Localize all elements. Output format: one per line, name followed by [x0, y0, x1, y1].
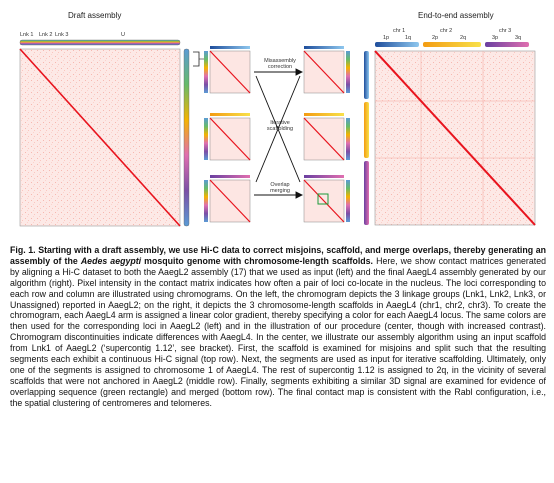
supercontig-bracket — [193, 51, 200, 67]
figure-graphics — [19, 39, 536, 227]
chr-label-1: chr 1 — [393, 28, 406, 34]
right-chromogram-top — [375, 42, 529, 47]
caption-lead-2: mosquito genome with chromosome-length s… — [141, 255, 374, 266]
chr-label-3: chr 3 — [499, 28, 512, 34]
arm-label-2p: 2p — [432, 35, 439, 41]
center-matrices-col1 — [204, 46, 251, 223]
figure-label: Fig. 1. — [10, 245, 36, 255]
left-title: Draft assembly — [68, 11, 122, 20]
figure-caption: Fig. 1. Starting with a draft assembly, … — [10, 245, 546, 409]
right-chromogram-side — [364, 51, 369, 225]
chromogram-label-lnk3: Lnk 3 — [55, 32, 69, 38]
arm-label-1q: 1q — [405, 35, 412, 41]
right-heatmap-diagonal — [374, 50, 536, 226]
step-label-scaffolding: Iterative scaffolding — [266, 120, 294, 132]
caption-body: Here, we show contact matrices generated… — [10, 255, 546, 408]
left-heatmap-diagonal — [19, 48, 181, 227]
caption-lead-1: Starting with a draft assembly, we use H… — [10, 245, 546, 266]
arm-label-1p: 1p — [383, 35, 390, 41]
chromogram-label-lnk2: Lnk 2 — [39, 32, 53, 38]
arm-label-2q: 2q — [460, 35, 467, 41]
center-matrices-col2 — [303, 46, 350, 223]
arm-label-3p: 3p — [492, 35, 499, 41]
species-name: Aedes aegypti — [80, 255, 142, 266]
left-chromogram-side — [183, 48, 190, 227]
right-heatmap-grid — [375, 51, 535, 225]
step-label-merging: Overlap merging — [270, 182, 290, 194]
left-chromogram-top — [19, 39, 181, 46]
arm-label-3q: 3q — [515, 35, 522, 41]
right-title: End-to-end assembly — [418, 11, 494, 20]
figure-panel: Draft assembly End-to-end assembly Lnk 1… — [0, 0, 554, 236]
chr-label-2: chr 2 — [440, 28, 453, 34]
step-label-misassembly: Misassembly correction — [264, 58, 296, 70]
chromogram-label-unassigned: U — [121, 32, 125, 38]
step-arrows — [254, 68, 304, 199]
chromogram-label-lnk1: Lnk 1 — [20, 32, 34, 38]
